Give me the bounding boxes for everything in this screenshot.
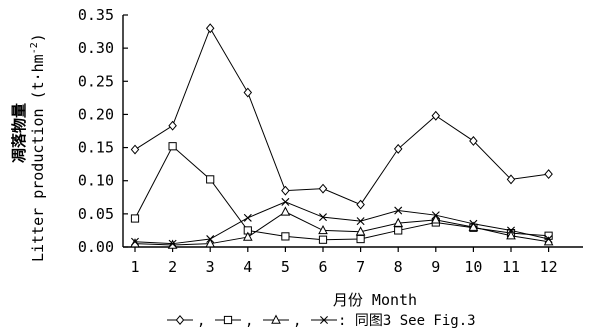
legend-marker-triangle xyxy=(271,314,281,324)
y-tick-label: 0.25 xyxy=(78,72,114,90)
data-point-diamond xyxy=(130,144,140,155)
data-point-diamond xyxy=(243,87,253,98)
y-tick-label: 0.00 xyxy=(78,238,114,256)
data-point-square xyxy=(318,235,328,244)
series-square xyxy=(130,142,553,244)
tick-marks: 0.000.050.100.150.200.250.300.351 2 3 4 5 6 7 8… xyxy=(78,6,558,276)
chart-axes xyxy=(122,15,583,248)
legend-symbol-square xyxy=(215,315,241,325)
y-tick-label: 0.30 xyxy=(78,39,114,57)
x-tick-label: 4 xyxy=(243,258,252,276)
series-x xyxy=(131,197,553,248)
data-point-x xyxy=(206,235,215,244)
legend-sep: , xyxy=(293,313,301,329)
y-tick-label: 0.10 xyxy=(78,172,114,190)
data-point-triangle xyxy=(280,206,291,216)
data-point-triangle xyxy=(242,231,253,241)
legend-symbol-x xyxy=(311,316,337,324)
data-point-x xyxy=(131,237,139,246)
data-point-diamond xyxy=(281,185,290,196)
data-point-x xyxy=(168,239,177,248)
data-point-triangle xyxy=(393,217,404,227)
x-tick-label: 5 xyxy=(281,258,290,276)
data-point-diamond xyxy=(544,169,553,180)
data-point-diamond xyxy=(205,23,215,34)
y-axis-title: 凋落物量 xyxy=(10,103,28,163)
data-point-triangle xyxy=(506,230,516,240)
x-tick-label: 3 xyxy=(206,258,215,276)
y-axis-title-en-group: Litter production (t·hm-2) xyxy=(29,33,47,262)
legend: ,,, : 同图3 See Fig.3 xyxy=(167,313,476,329)
data-point-triangle xyxy=(355,226,366,236)
y-tick-label: 0.15 xyxy=(78,139,114,157)
y-tick-label: 0.05 xyxy=(78,205,114,223)
legend-symbol-triangle xyxy=(263,314,289,324)
x-axis-title: 月份 Month xyxy=(333,291,417,309)
y-axis-title-cn: 凋落物量 xyxy=(10,103,28,163)
data-point-x xyxy=(356,217,365,226)
data-point-triangle xyxy=(318,224,328,235)
legend-marker-diamond xyxy=(175,315,185,325)
data-point-x xyxy=(319,213,327,222)
legend-caption: : 同图3 See Fig.3 xyxy=(338,313,476,329)
data-point-x xyxy=(281,197,290,206)
data-point-diamond xyxy=(168,120,177,131)
data-point-x xyxy=(243,213,252,222)
x-tick-label: 1 xyxy=(130,258,139,276)
data-point-diamond xyxy=(469,135,478,146)
data-point-x xyxy=(544,235,553,244)
series-diamond xyxy=(130,23,553,210)
legend-symbol-diamond xyxy=(167,315,193,325)
series-line-diamond xyxy=(134,27,549,206)
data-point-square xyxy=(206,175,215,184)
data-point-triangle xyxy=(205,238,216,248)
series-triangle xyxy=(130,206,554,249)
x-tick-label: 12 xyxy=(540,258,558,276)
legend-sep: , xyxy=(245,313,253,329)
x-tick-label: 11 xyxy=(502,258,520,276)
data-point-square xyxy=(281,232,290,241)
data-point-square xyxy=(168,142,177,151)
data-point-square xyxy=(394,226,403,235)
y-axis-title-en-main: Litter production (t·hm xyxy=(29,54,47,262)
data-point-diamond xyxy=(318,183,328,194)
y-axis-title-en: Litter production (t·hm-2) xyxy=(29,33,47,262)
x-tick-label: 9 xyxy=(431,258,440,276)
data-point-diamond xyxy=(393,143,403,154)
data-point-triangle xyxy=(130,238,140,248)
legend-sep: , xyxy=(197,313,205,329)
y-tick-label: 0.20 xyxy=(78,105,114,123)
x-tick-label: 8 xyxy=(394,258,403,276)
y-axis-title-close: ) xyxy=(29,33,47,42)
legend-marker-x xyxy=(320,316,328,324)
data-point-triangle xyxy=(430,214,441,224)
y-axis-title-exp: -2 xyxy=(29,42,40,54)
data-point-x xyxy=(431,211,440,220)
series-line-triangle xyxy=(134,211,549,246)
data-point-diamond xyxy=(506,174,516,185)
x-tick-label: 10 xyxy=(464,258,482,276)
data-point-x xyxy=(394,206,403,215)
data-point-diamond xyxy=(431,110,441,121)
x-tick-label: 7 xyxy=(356,258,365,276)
data-point-square xyxy=(356,234,365,244)
x-tick-label: 6 xyxy=(318,258,327,276)
legend-marker-square xyxy=(223,315,233,325)
x-tick-label: 2 xyxy=(168,258,177,276)
data-point-square xyxy=(130,214,140,223)
data-point-diamond xyxy=(356,199,365,210)
data-point-x xyxy=(507,226,515,235)
series-layer xyxy=(130,23,554,249)
y-tick-label: 0.35 xyxy=(78,6,114,24)
series-line-x xyxy=(134,201,549,245)
data-point-x xyxy=(469,219,478,228)
